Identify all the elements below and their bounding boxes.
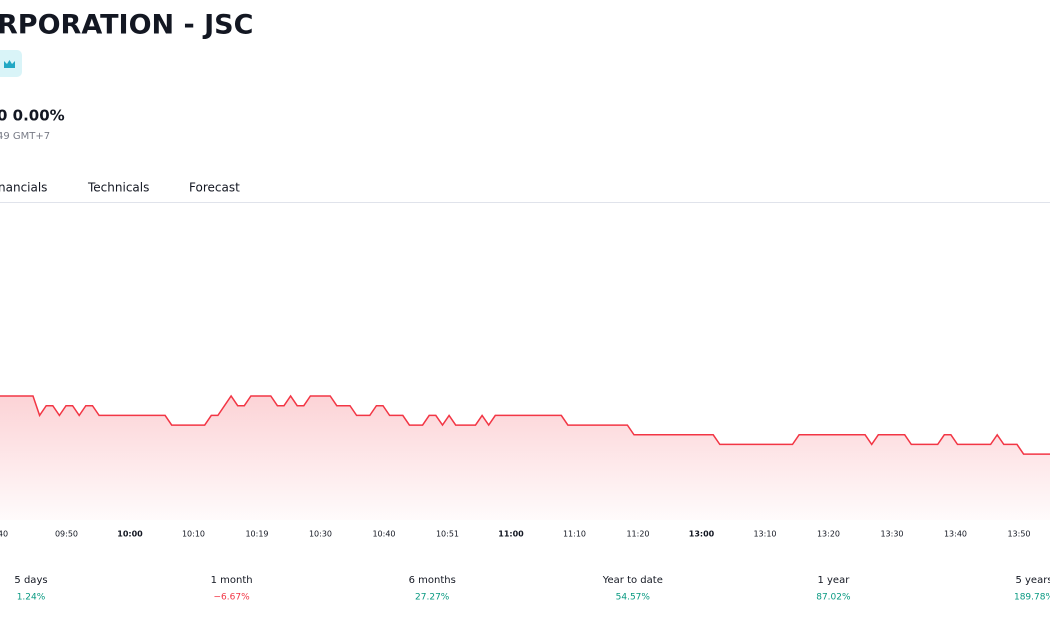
period-change: 87.02%	[816, 593, 851, 603]
x-tick-label: 40	[0, 530, 8, 539]
period-change: 189.78%	[1014, 593, 1050, 603]
period-label[interactable]: 1 month	[211, 575, 253, 586]
x-tick-label: 10:19	[245, 530, 268, 539]
tab[interactable]: Technicals	[87, 181, 149, 195]
chart: 40 09:50 10:00 10:10 10:19 10:30 10:40 10:51 11:…	[0, 394, 1050, 539]
period-label[interactable]: 6 months	[409, 575, 456, 586]
price-time: 49 GMT+7	[0, 131, 50, 142]
x-tick-label: 11:00	[498, 530, 524, 539]
x-tick-label: 13:00	[689, 530, 715, 539]
x-tick-label: 13:20	[817, 530, 840, 539]
area	[0, 396, 1050, 520]
tab[interactable]: nancials	[0, 181, 47, 195]
x-tick-label: 10:51	[436, 530, 459, 539]
x-tick-label: 10:30	[309, 530, 332, 539]
period-change: 54.57%	[616, 593, 651, 603]
period-label[interactable]: 5 years	[1015, 575, 1050, 586]
tabs: nancials Technicals Forecast	[0, 181, 240, 195]
x-tick-label: 10:40	[372, 530, 395, 539]
page-title: RPORATION - JSC	[0, 10, 253, 41]
x-tick-label: 09:50	[55, 530, 78, 539]
performance: 5 days 1.24% 1 month −6.67% 6 months 27.27% Ye…	[14, 575, 1050, 603]
period-label[interactable]: 1 year	[817, 575, 850, 586]
price-line	[0, 394, 1050, 455]
x-tick-label: 11:20	[626, 530, 649, 539]
period-label[interactable]: 5 days	[14, 575, 47, 586]
x-tick-label: 13:10	[753, 530, 776, 539]
price: 0 0.00%	[0, 107, 65, 125]
x-tick-label: 11:10	[563, 530, 586, 539]
x-tick-label: 13:30	[880, 530, 903, 539]
period-change: 1.24%	[17, 593, 46, 603]
x-tick-label: 13:50	[1007, 530, 1030, 539]
period-label[interactable]: Year to date	[602, 575, 663, 586]
x-tick-label: 10:00	[117, 530, 143, 539]
period-change: −6.67%	[214, 593, 251, 603]
x-tick-label: 10:10	[182, 530, 205, 539]
crown-icon	[4, 60, 15, 68]
tab[interactable]: Forecast	[189, 181, 240, 195]
x-tick-label: 13:40	[944, 530, 967, 539]
period-change: 27.27%	[415, 593, 450, 603]
